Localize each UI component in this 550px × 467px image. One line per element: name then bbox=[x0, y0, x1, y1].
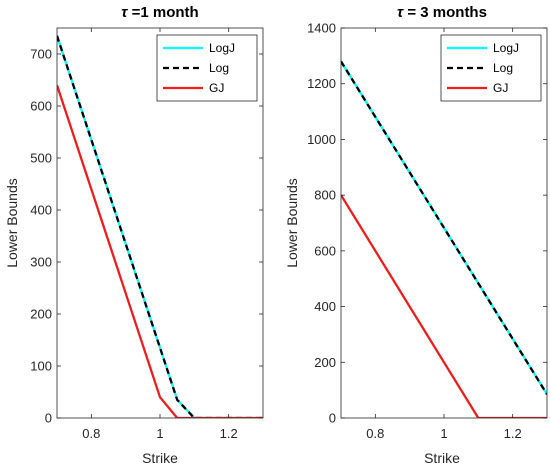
y-tick-label-3-months: 0 bbox=[329, 411, 336, 426]
y-tick-label-1-month: 0 bbox=[45, 411, 52, 426]
x-tick-label-1-month: 0.8 bbox=[82, 426, 100, 441]
x-tick-label-3-months: 1 bbox=[440, 426, 447, 441]
legend-label-logj-3-months: LogJ bbox=[493, 41, 519, 55]
y-tick-label-1-month: 100 bbox=[30, 359, 52, 374]
y-tick-label-1-month: 200 bbox=[30, 307, 52, 322]
chart-title-1-month: τ =1 month bbox=[121, 4, 198, 21]
y-tick-label-3-months: 600 bbox=[314, 243, 336, 258]
y-axis-label-3-months: Lower Bounds bbox=[284, 178, 300, 268]
panel-1-month: τ =1 month 0.8 1 1.2 0 100 200 300 400 500 600 700… bbox=[4, 4, 264, 466]
x-axis-label-3-months: Strike bbox=[424, 450, 460, 466]
y-tick-label-3-months: 1000 bbox=[307, 132, 336, 147]
x-tick-label-3-months: 0.8 bbox=[366, 426, 384, 441]
y-tick-label-1-month: 300 bbox=[30, 255, 52, 270]
plot-area-1-month: 0.8 1 1.2 0 100 200 300 400 500 600 700 bbox=[30, 27, 264, 441]
plot-area-3-months: 0.8 1 1.2 0 200 400 600 800 1000 1200 1400 bbox=[307, 21, 548, 441]
y-tick-label-1-month: 500 bbox=[30, 151, 52, 166]
series-lines-1-month bbox=[57, 35, 263, 418]
legend-label-gj-3-months: GJ bbox=[493, 81, 508, 95]
x-tick-label-1-month: 1 bbox=[156, 426, 163, 441]
series-line-log-3-months bbox=[341, 60, 547, 395]
x-tick-label-1-month: 1.2 bbox=[220, 426, 238, 441]
y-tick-label-1-month: 600 bbox=[30, 99, 52, 114]
legend-label-log-1-month: Log bbox=[209, 61, 229, 75]
legend-label-log-3-months: Log bbox=[493, 61, 513, 75]
legend-box-1-month bbox=[156, 34, 258, 102]
y-tick-label-3-months: 200 bbox=[314, 355, 336, 370]
chart-title-3-months: τ = 3 months bbox=[397, 4, 487, 21]
y-tick-label-1-month: 700 bbox=[30, 47, 52, 62]
y-tick-label-3-months: 1200 bbox=[307, 76, 336, 91]
legend-label-logj-1-month: LogJ bbox=[209, 41, 235, 55]
y-tick-label-3-months: 800 bbox=[314, 188, 336, 203]
legend-3-months: LogJ Log GJ bbox=[440, 34, 542, 102]
legend-label-gj-1-month: GJ bbox=[209, 81, 224, 95]
y-axis-label-1-month: Lower Bounds bbox=[4, 178, 20, 268]
series-line-gj-3-months bbox=[341, 194, 547, 418]
series-line-log-1-month bbox=[57, 35, 263, 418]
series-line-gj-1-month bbox=[57, 84, 263, 418]
y-tick-label-3-months: 1400 bbox=[307, 21, 336, 36]
y-tick-label-3-months: 400 bbox=[314, 299, 336, 314]
x-tick-label-3-months: 1.2 bbox=[504, 426, 522, 441]
y-tick-label-1-month: 400 bbox=[30, 203, 52, 218]
series-lines-3-months bbox=[341, 60, 547, 418]
x-axis-label-1-month: Strike bbox=[142, 450, 178, 466]
legend-1-month: LogJ Log GJ bbox=[156, 34, 258, 102]
legend-box-3-months bbox=[440, 34, 542, 102]
panel-3-months: τ = 3 months 0.8 1 1.2 0 200 400 600 800 1000 120… bbox=[284, 4, 548, 466]
